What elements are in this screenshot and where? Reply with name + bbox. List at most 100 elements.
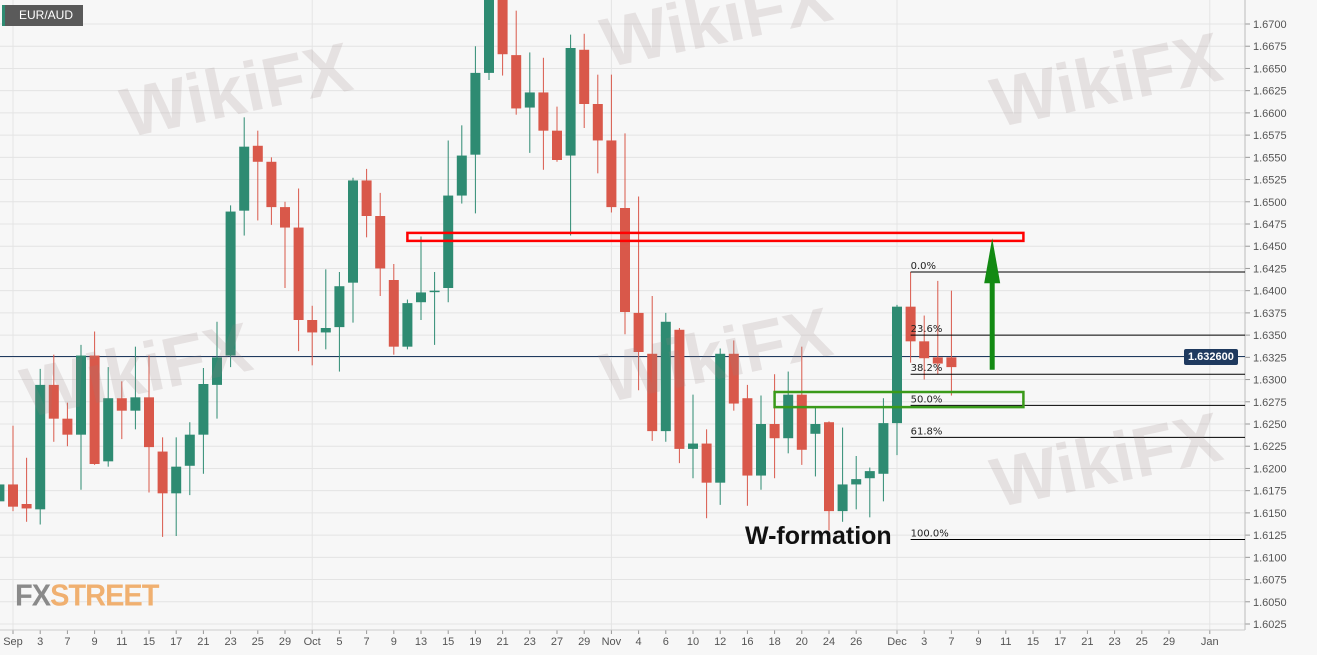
fib-level-label: 38.2% bbox=[911, 363, 943, 374]
x-tick-label: 11 bbox=[1000, 636, 1011, 648]
candle-bearish bbox=[293, 227, 304, 320]
candle-bullish bbox=[524, 92, 535, 108]
candle-bullish bbox=[429, 290, 440, 293]
logo-street: STREET bbox=[50, 579, 159, 613]
x-tick-label: 15 bbox=[442, 636, 454, 648]
candle-bullish bbox=[810, 424, 821, 434]
fib-level-label: 61.8% bbox=[911, 426, 943, 437]
logo-fx: FX bbox=[15, 579, 51, 613]
candle-bullish bbox=[76, 355, 86, 435]
fib-level-label: 23.6% bbox=[911, 324, 943, 335]
x-tick-label: Oct bbox=[304, 636, 321, 648]
x-tick-label: 25 bbox=[252, 636, 264, 648]
y-tick-label: 1.6600 bbox=[1253, 108, 1287, 120]
x-tick-label: 15 bbox=[1027, 636, 1039, 648]
candle-bullish bbox=[878, 423, 889, 474]
candle-bearish bbox=[824, 422, 834, 512]
candle-bearish bbox=[144, 397, 154, 448]
x-tick-label: Sep bbox=[3, 636, 23, 648]
fib-level-label: 0.0% bbox=[911, 261, 936, 272]
candle-bearish bbox=[796, 394, 807, 450]
y-tick-label: 1.6650 bbox=[1253, 63, 1287, 75]
fib-level-label: 100.0% bbox=[911, 529, 949, 540]
y-tick-label: 1.6200 bbox=[1253, 463, 1287, 475]
y-tick-label: 1.6125 bbox=[1253, 530, 1287, 542]
candle-bearish bbox=[62, 418, 73, 435]
x-tick-label: 27 bbox=[551, 636, 563, 648]
x-tick-label: 26 bbox=[850, 636, 862, 648]
x-tick-label: 29 bbox=[1163, 636, 1175, 648]
y-tick-label: 1.6050 bbox=[1253, 597, 1287, 609]
x-tick-label: 7 bbox=[364, 636, 370, 648]
y-tick-label: 1.6525 bbox=[1253, 175, 1287, 187]
candle-bearish bbox=[511, 55, 522, 109]
x-tick-label: 21 bbox=[197, 636, 209, 648]
y-tick-label: 1.6100 bbox=[1253, 552, 1287, 564]
candle-bullish bbox=[184, 434, 195, 466]
y-tick-label: 1.6275 bbox=[1253, 397, 1287, 409]
candle-bullish bbox=[470, 72, 481, 155]
x-tick-label: 3 bbox=[921, 636, 927, 648]
candle-bearish bbox=[89, 355, 100, 464]
x-tick-label: 21 bbox=[496, 636, 508, 648]
candle-bullish bbox=[715, 353, 726, 483]
candle-bullish bbox=[756, 424, 766, 476]
x-tick-label: 21 bbox=[1081, 636, 1093, 648]
candle-bearish bbox=[919, 341, 930, 359]
candle-bearish bbox=[674, 329, 685, 449]
candle-bearish bbox=[742, 398, 753, 476]
candle-bullish bbox=[660, 321, 671, 432]
candle-bearish bbox=[307, 320, 318, 333]
x-tick-label: 9 bbox=[92, 636, 98, 648]
x-tick-label: 29 bbox=[279, 636, 291, 648]
x-tick-label: 6 bbox=[663, 636, 669, 648]
resistance-zone bbox=[406, 231, 1025, 243]
candle-bearish bbox=[701, 443, 712, 483]
candle-bullish bbox=[837, 484, 848, 512]
y-tick-label: 1.6575 bbox=[1253, 130, 1287, 142]
candle-bearish bbox=[647, 353, 658, 432]
candle-bearish bbox=[606, 140, 617, 208]
x-tick-label: 15 bbox=[143, 636, 155, 648]
x-tick-label: 7 bbox=[948, 636, 954, 648]
y-tick-label: 1.6375 bbox=[1253, 308, 1287, 320]
x-tick-label: 17 bbox=[1054, 636, 1066, 648]
candle-bullish bbox=[198, 384, 209, 435]
x-tick-label: 23 bbox=[224, 636, 236, 648]
candle-bearish bbox=[157, 451, 168, 494]
y-tick-label: 1.6625 bbox=[1253, 86, 1287, 98]
candle-bearish bbox=[252, 145, 263, 162]
y-tick-label: 1.6550 bbox=[1253, 152, 1287, 164]
candle-bullish bbox=[239, 146, 250, 211]
x-tick-label: 25 bbox=[1136, 636, 1148, 648]
x-tick-label: 5 bbox=[336, 636, 342, 648]
y-tick-label: 1.6225 bbox=[1253, 441, 1287, 453]
pattern-annotation: W-formation bbox=[745, 522, 892, 550]
candle-bullish bbox=[402, 303, 413, 347]
candle-bullish bbox=[0, 484, 5, 502]
fxstreet-logo: FXSTREET bbox=[15, 579, 159, 614]
x-tick-label: 18 bbox=[768, 636, 780, 648]
y-tick-label: 1.6700 bbox=[1253, 19, 1287, 31]
x-tick-label: 23 bbox=[1108, 636, 1120, 648]
x-tick-label: 23 bbox=[524, 636, 536, 648]
candle-bullish bbox=[864, 471, 875, 479]
x-tick-label: 9 bbox=[976, 636, 982, 648]
candle-bearish bbox=[932, 357, 943, 364]
candle-bearish bbox=[728, 353, 739, 404]
candle-bearish bbox=[21, 504, 32, 509]
x-tick-label: 20 bbox=[796, 636, 808, 648]
candle-bearish bbox=[388, 280, 399, 347]
x-tick-label: 11 bbox=[116, 636, 127, 648]
y-tick-label: 1.6175 bbox=[1253, 486, 1287, 498]
candle-bullish bbox=[320, 328, 331, 333]
candle-bullish bbox=[348, 180, 358, 283]
y-tick-label: 1.6025 bbox=[1253, 619, 1287, 631]
arrow-up-icon bbox=[984, 238, 1001, 284]
candle-bearish bbox=[361, 180, 372, 216]
candle-bullish bbox=[225, 211, 236, 356]
candle-bearish bbox=[116, 398, 127, 411]
x-tick-label: 24 bbox=[823, 636, 835, 648]
x-tick-label: 9 bbox=[391, 636, 397, 648]
